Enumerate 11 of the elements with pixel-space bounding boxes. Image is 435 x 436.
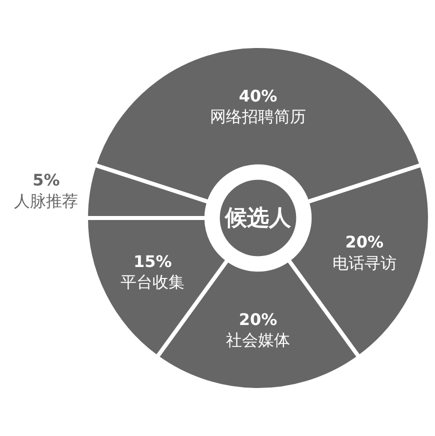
data-label: 20% (345, 232, 384, 252)
data-label: 20% (238, 310, 278, 329)
slice-label: 电话寻访 (332, 253, 396, 272)
data-label: 5% (32, 170, 60, 190)
slice-label: 网络招聘简历 (210, 107, 306, 126)
data-label: 15% (133, 252, 172, 271)
slice-label: 社会媒体 (226, 330, 290, 350)
data-label: 40% (238, 86, 278, 106)
slice-label: 平台收集 (120, 272, 185, 292)
slice-label: 人脉推荐 (14, 192, 78, 211)
text: 候选人 (224, 206, 292, 231)
